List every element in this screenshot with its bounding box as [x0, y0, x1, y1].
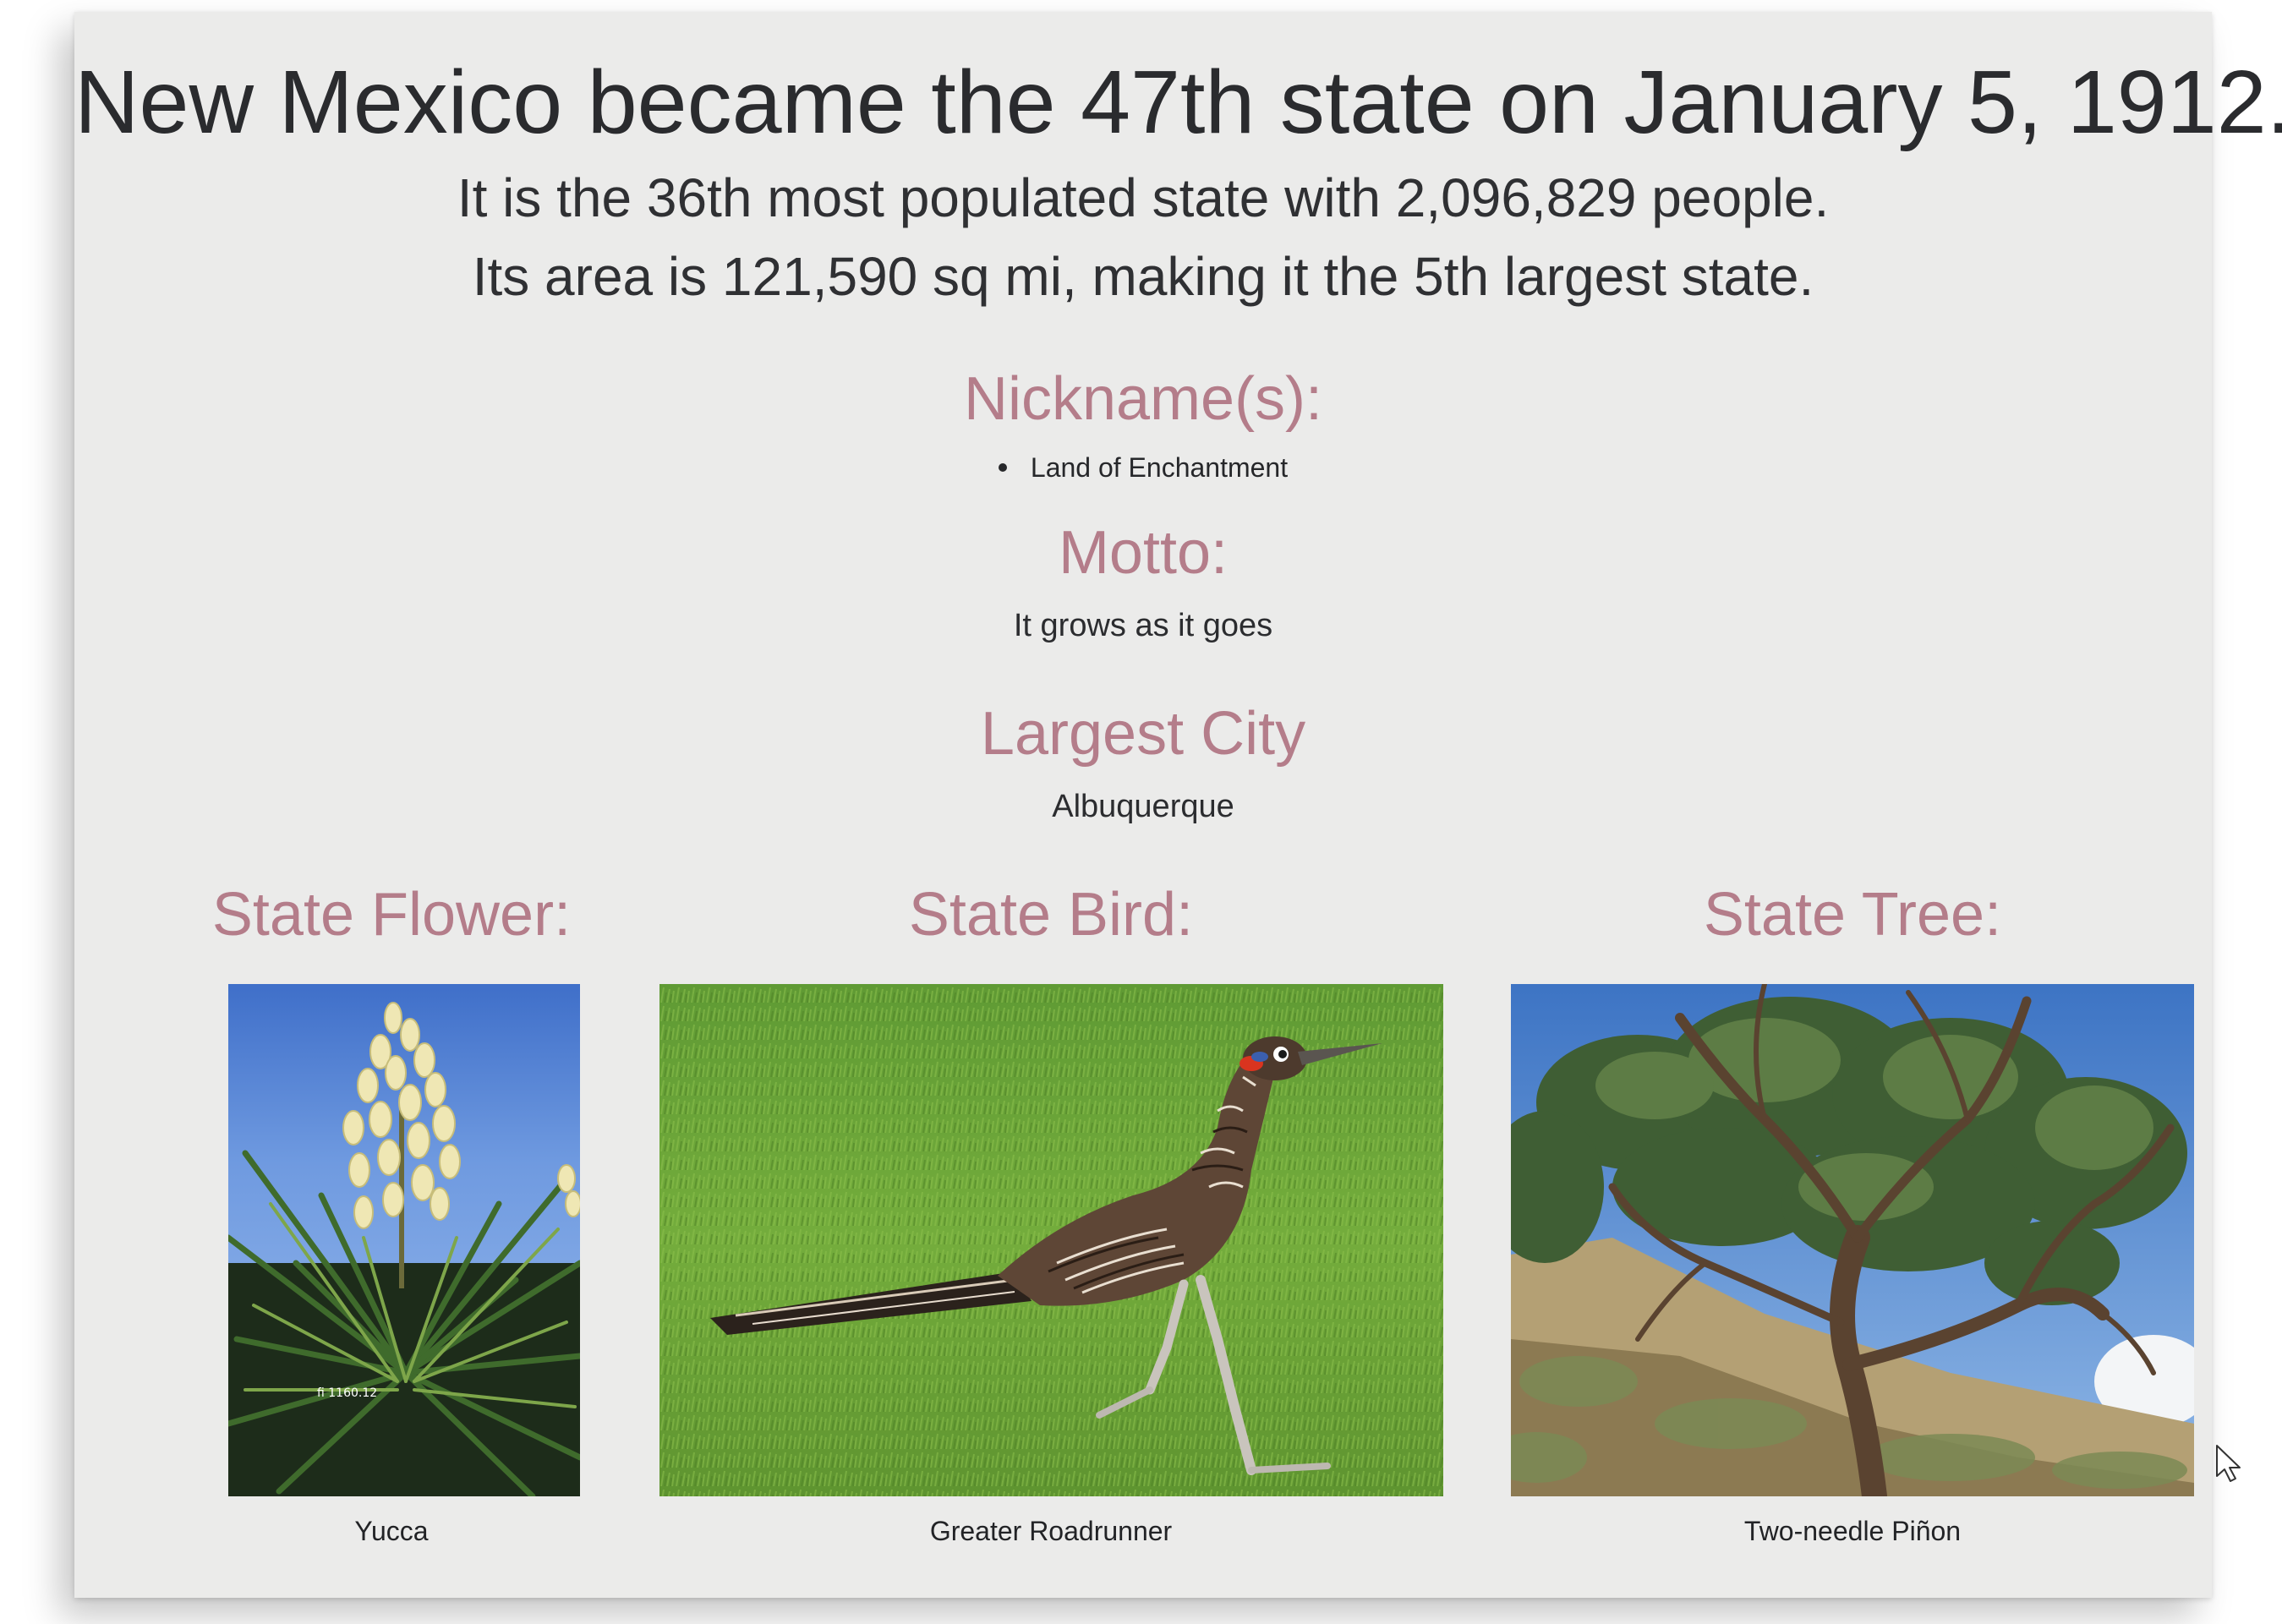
statehood-text: became the 47th state on January 5, 1912…	[587, 52, 2282, 152]
largest-city-heading: Largest City	[980, 700, 1306, 768]
motto-text: It grows as it goes	[1013, 608, 1273, 643]
state-tree-heading: State Tree:	[1703, 881, 2002, 949]
state-bird-heading: State Bird:	[908, 881, 1194, 949]
bullet-icon	[998, 462, 1007, 472]
nickname-text: Land of Enchantment	[1030, 452, 1289, 483]
nicknames-list: Land of Enchantment	[74, 450, 2212, 485]
mouse-pointer-icon	[2216, 1445, 2241, 1482]
state-name: New Mexico	[74, 52, 563, 152]
population-line: It is the 36th most populated state with…	[457, 167, 1830, 228]
state-bird-caption: Greater Roadrunner	[929, 1516, 1173, 1546]
roadrunner-photo	[659, 984, 1443, 1496]
state-bird-section: State Bird:	[582, 878, 1520, 1546]
motto-heading: Motto:	[1058, 519, 1229, 587]
largest-city-text: Albuquerque	[1052, 789, 1234, 824]
state-info-card: New Mexico became the 47th state on Janu…	[74, 12, 2282, 1598]
pinon-photo	[1511, 984, 2194, 1496]
photo-watermark: fi 1160.12	[317, 1386, 377, 1400]
state-flower-heading: State Flower:	[211, 881, 572, 949]
state-flower-caption: Yucca	[354, 1516, 429, 1546]
yucca-photo: fi 1160.12	[228, 984, 580, 1496]
state-tree-section: State Tree:	[1436, 878, 2269, 1546]
state-tree-caption: Two-needle Piñon	[1743, 1516, 1962, 1546]
area-line: Its area is 121,590 sq mi, making it the…	[472, 246, 1814, 307]
state-flower-section: State Flower:	[167, 878, 616, 1546]
headline: New Mexico became the 47th state on Janu…	[74, 47, 2282, 157]
nicknames-heading: Nickname(s):	[963, 365, 1323, 433]
nickname-item: Land of Enchantment	[74, 450, 2212, 485]
